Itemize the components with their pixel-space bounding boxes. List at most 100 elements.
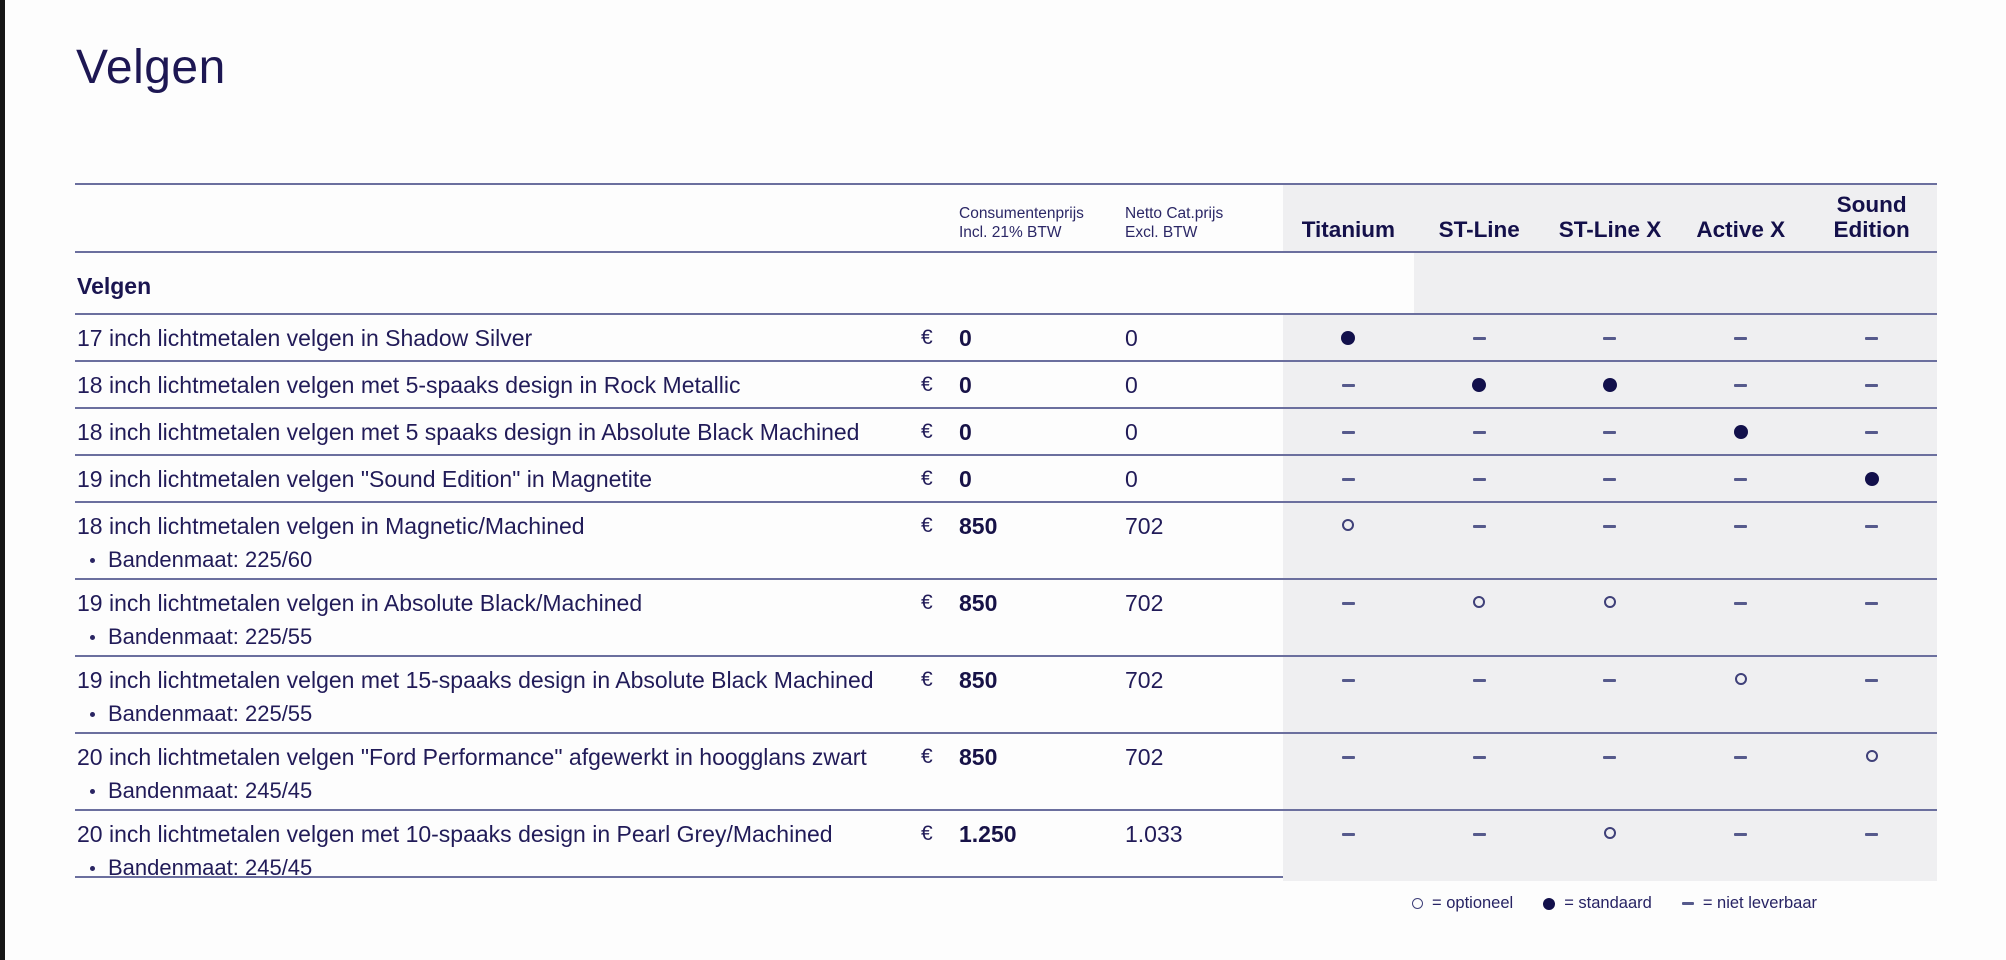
- table-row: 18 inch lichtmetalen velgen in Magnetic/…: [75, 501, 1937, 578]
- net-price-value: 702: [1125, 667, 1164, 693]
- not-available-dash-icon: [1341, 756, 1355, 759]
- not-available-dash-icon: [1734, 525, 1748, 528]
- consumer-price-value: 1.250: [959, 821, 1017, 847]
- row-description-cell: 18 inch lichtmetalen velgen met 5 spaaks…: [75, 409, 921, 454]
- standard-filled-circle-icon: [1602, 378, 1617, 392]
- column-header-trim: Active X: [1675, 185, 1807, 251]
- availability-cell: [1283, 362, 1414, 407]
- net-price-value: 1.033: [1125, 821, 1183, 847]
- not-available-dash-icon: [1734, 384, 1748, 387]
- availability-cell: [1544, 811, 1676, 881]
- net-price-value: 702: [1125, 513, 1164, 539]
- table-row: 18 inch lichtmetalen velgen met 5-spaaks…: [75, 360, 1937, 407]
- availability-cell: [1544, 580, 1676, 655]
- not-available-dash-icon: [1865, 833, 1879, 836]
- not-available-dash-icon: [1341, 833, 1355, 836]
- availability-cell: [1544, 734, 1676, 809]
- bullet-icon: [90, 711, 95, 717]
- row-description-cell: 19 inch lichtmetalen velgen in Absolute …: [75, 580, 921, 655]
- availability-cell: [1544, 362, 1676, 407]
- table-row: 19 inch lichtmetalen velgen met 15-spaak…: [75, 655, 1937, 732]
- availability-cell: [1283, 734, 1414, 809]
- standard-filled-circle-icon: [1864, 472, 1879, 486]
- legend-label: = standaard: [1564, 894, 1652, 912]
- availability-cell: [1806, 657, 1937, 732]
- section-header: Velgen: [77, 272, 152, 299]
- optional-open-circle-icon: [1473, 596, 1486, 608]
- not-available-dash-icon: [1865, 431, 1879, 434]
- currency-symbol: €: [921, 668, 933, 691]
- bullet-icon: [90, 557, 95, 563]
- not-available-dash-icon: [1472, 679, 1486, 682]
- column-header-trim: Titanium: [1283, 185, 1414, 251]
- availability-cell: [1413, 456, 1545, 501]
- not-available-dash-icon: [1472, 756, 1486, 759]
- availability-cell: [1675, 362, 1807, 407]
- currency-symbol: €: [921, 373, 933, 396]
- not-available-dash-icon: [1341, 431, 1355, 434]
- consumer-price-label-line1: Consumentenprijs: [959, 205, 1084, 222]
- row-subdetail: Bandenmaat: 245/45: [77, 855, 921, 881]
- consumer-price-value: 0: [959, 466, 972, 492]
- row-description-cell: 19 inch lichtmetalen velgen "Sound Editi…: [75, 456, 921, 501]
- standard-filled-circle-icon: [1341, 331, 1356, 345]
- header-spacer-description: [75, 185, 921, 251]
- row-name: 17 inch lichtmetalen velgen in Shadow Si…: [77, 325, 533, 351]
- not-available-dash-icon: [1472, 431, 1486, 434]
- net-price-value: 0: [1125, 372, 1138, 398]
- row-subdetail-text: Bandenmaat: 245/45: [108, 778, 313, 803]
- availability-cell: [1806, 503, 1937, 578]
- availability-cell: [1806, 456, 1937, 501]
- availability-cell: [1283, 580, 1414, 655]
- not-available-dash-icon: [1865, 602, 1879, 605]
- currency-symbol: €: [921, 420, 933, 443]
- not-available-dash-icon: [1734, 833, 1748, 836]
- availability-cell: [1413, 409, 1545, 454]
- table-row: 18 inch lichtmetalen velgen met 5 spaaks…: [75, 407, 1937, 454]
- row-description-cell: 19 inch lichtmetalen velgen met 15-spaak…: [75, 657, 921, 732]
- availability-cell: [1413, 315, 1545, 360]
- consumer-price-value: 850: [959, 590, 998, 616]
- availability-cell: [1675, 657, 1807, 732]
- not-available-dash-icon: [1472, 525, 1486, 528]
- column-header-trim: ST-Line: [1413, 185, 1545, 251]
- row-description-cell: 20 inch lichtmetalen velgen "Ford Perfor…: [75, 734, 921, 809]
- not-available-dash-icon: [1341, 602, 1355, 605]
- optional-open-circle-icon: [1865, 750, 1878, 762]
- availability-cell: [1675, 811, 1807, 881]
- availability-cell: [1544, 409, 1676, 454]
- optional-open-circle-icon: [1603, 596, 1616, 608]
- column-header-trim: Sound Edition: [1806, 185, 1937, 251]
- availability-cell: [1413, 580, 1545, 655]
- consumer-price-value: 850: [959, 744, 998, 770]
- bullet-icon: [90, 634, 95, 640]
- not-available-dash-icon: [1603, 679, 1617, 682]
- section-trim-band: [1413, 253, 1937, 313]
- table-section-row: Velgen: [75, 251, 1937, 313]
- column-header-net-price: Netto Cat.prijs Excl. BTW: [1125, 185, 1283, 251]
- table-row: 17 inch lichtmetalen velgen in Shadow Si…: [75, 313, 1937, 360]
- currency-symbol: €: [921, 822, 933, 845]
- page-left-border: [0, 0, 5, 960]
- availability-cell: [1413, 811, 1545, 881]
- column-header-trim: ST-Line X: [1544, 185, 1676, 251]
- consumer-price-label-line2: Incl. 21% BTW: [959, 224, 1062, 241]
- table-row: 19 inch lichtmetalen velgen in Absolute …: [75, 578, 1937, 655]
- availability-cell: [1806, 315, 1937, 360]
- consumer-price-value: 0: [959, 372, 972, 398]
- optional-open-circle-icon: [1412, 898, 1423, 909]
- page-title: Velgen: [76, 41, 226, 94]
- row-subdetail-text: Bandenmaat: 245/45: [108, 855, 313, 880]
- header-spacer-currency: [921, 185, 959, 251]
- row-subdetail-text: Bandenmaat: 225/55: [108, 701, 313, 726]
- not-available-dash-icon: [1734, 337, 1748, 340]
- net-price-value: 0: [1125, 325, 1138, 351]
- availability-cell: [1806, 580, 1937, 655]
- currency-symbol: €: [921, 591, 933, 614]
- row-subdetail: Bandenmaat: 225/55: [77, 624, 921, 650]
- standard-filled-circle-icon: [1543, 897, 1556, 910]
- table-header-row: Consumentenprijs Incl. 21% BTW Netto Cat…: [75, 183, 1937, 251]
- optional-open-circle-icon: [1603, 827, 1616, 839]
- net-price-value: 0: [1125, 466, 1138, 492]
